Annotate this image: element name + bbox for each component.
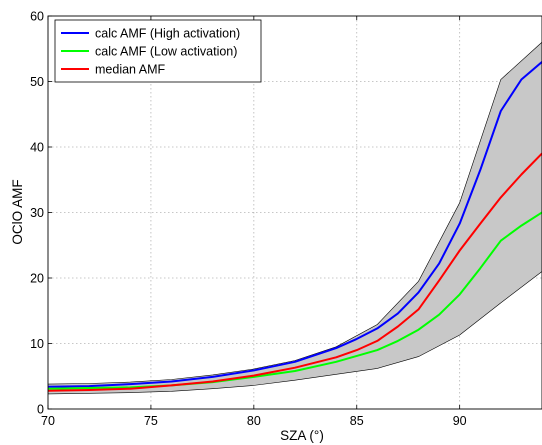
y-tick-label: 20 xyxy=(30,272,44,286)
x-tick-label: 85 xyxy=(350,414,364,428)
y-tick-label: 10 xyxy=(30,337,44,351)
series-line-1 xyxy=(48,61,542,388)
x-tick-label: 70 xyxy=(41,414,55,428)
y-tick-label: 60 xyxy=(30,10,44,24)
y-tick-label: 50 xyxy=(30,75,44,89)
plot-area: 70 75 80 85 90 0 10 20 30 40 50 60 calc AMF (High ac… xyxy=(30,10,542,429)
series-line-3 xyxy=(48,152,542,392)
x-tick-label: 80 xyxy=(247,414,261,428)
y-tick-label: 40 xyxy=(30,141,44,155)
x-axis-label: SZA (°) xyxy=(280,428,324,443)
uncertainty-band xyxy=(48,41,542,395)
legend: calc AMF (High activation) calc AMF (Low … xyxy=(54,19,262,83)
legend-entry-3: median AMF xyxy=(95,63,166,77)
x-tick-label: 90 xyxy=(453,414,467,428)
legend-box xyxy=(54,19,262,83)
x-tick-label: 75 xyxy=(144,414,158,428)
ticks: 70 75 80 85 90 0 10 20 30 40 50 60 xyxy=(30,10,467,429)
y-axis-label: OClO AMF xyxy=(10,179,25,244)
data-layer xyxy=(48,41,542,395)
y-tick-label: 0 xyxy=(37,403,44,417)
y-tick-label: 30 xyxy=(30,206,44,220)
legend-entry-2: calc AMF (Low activation) xyxy=(95,45,237,59)
legend-entry-1: calc AMF (High activation) xyxy=(95,27,240,41)
